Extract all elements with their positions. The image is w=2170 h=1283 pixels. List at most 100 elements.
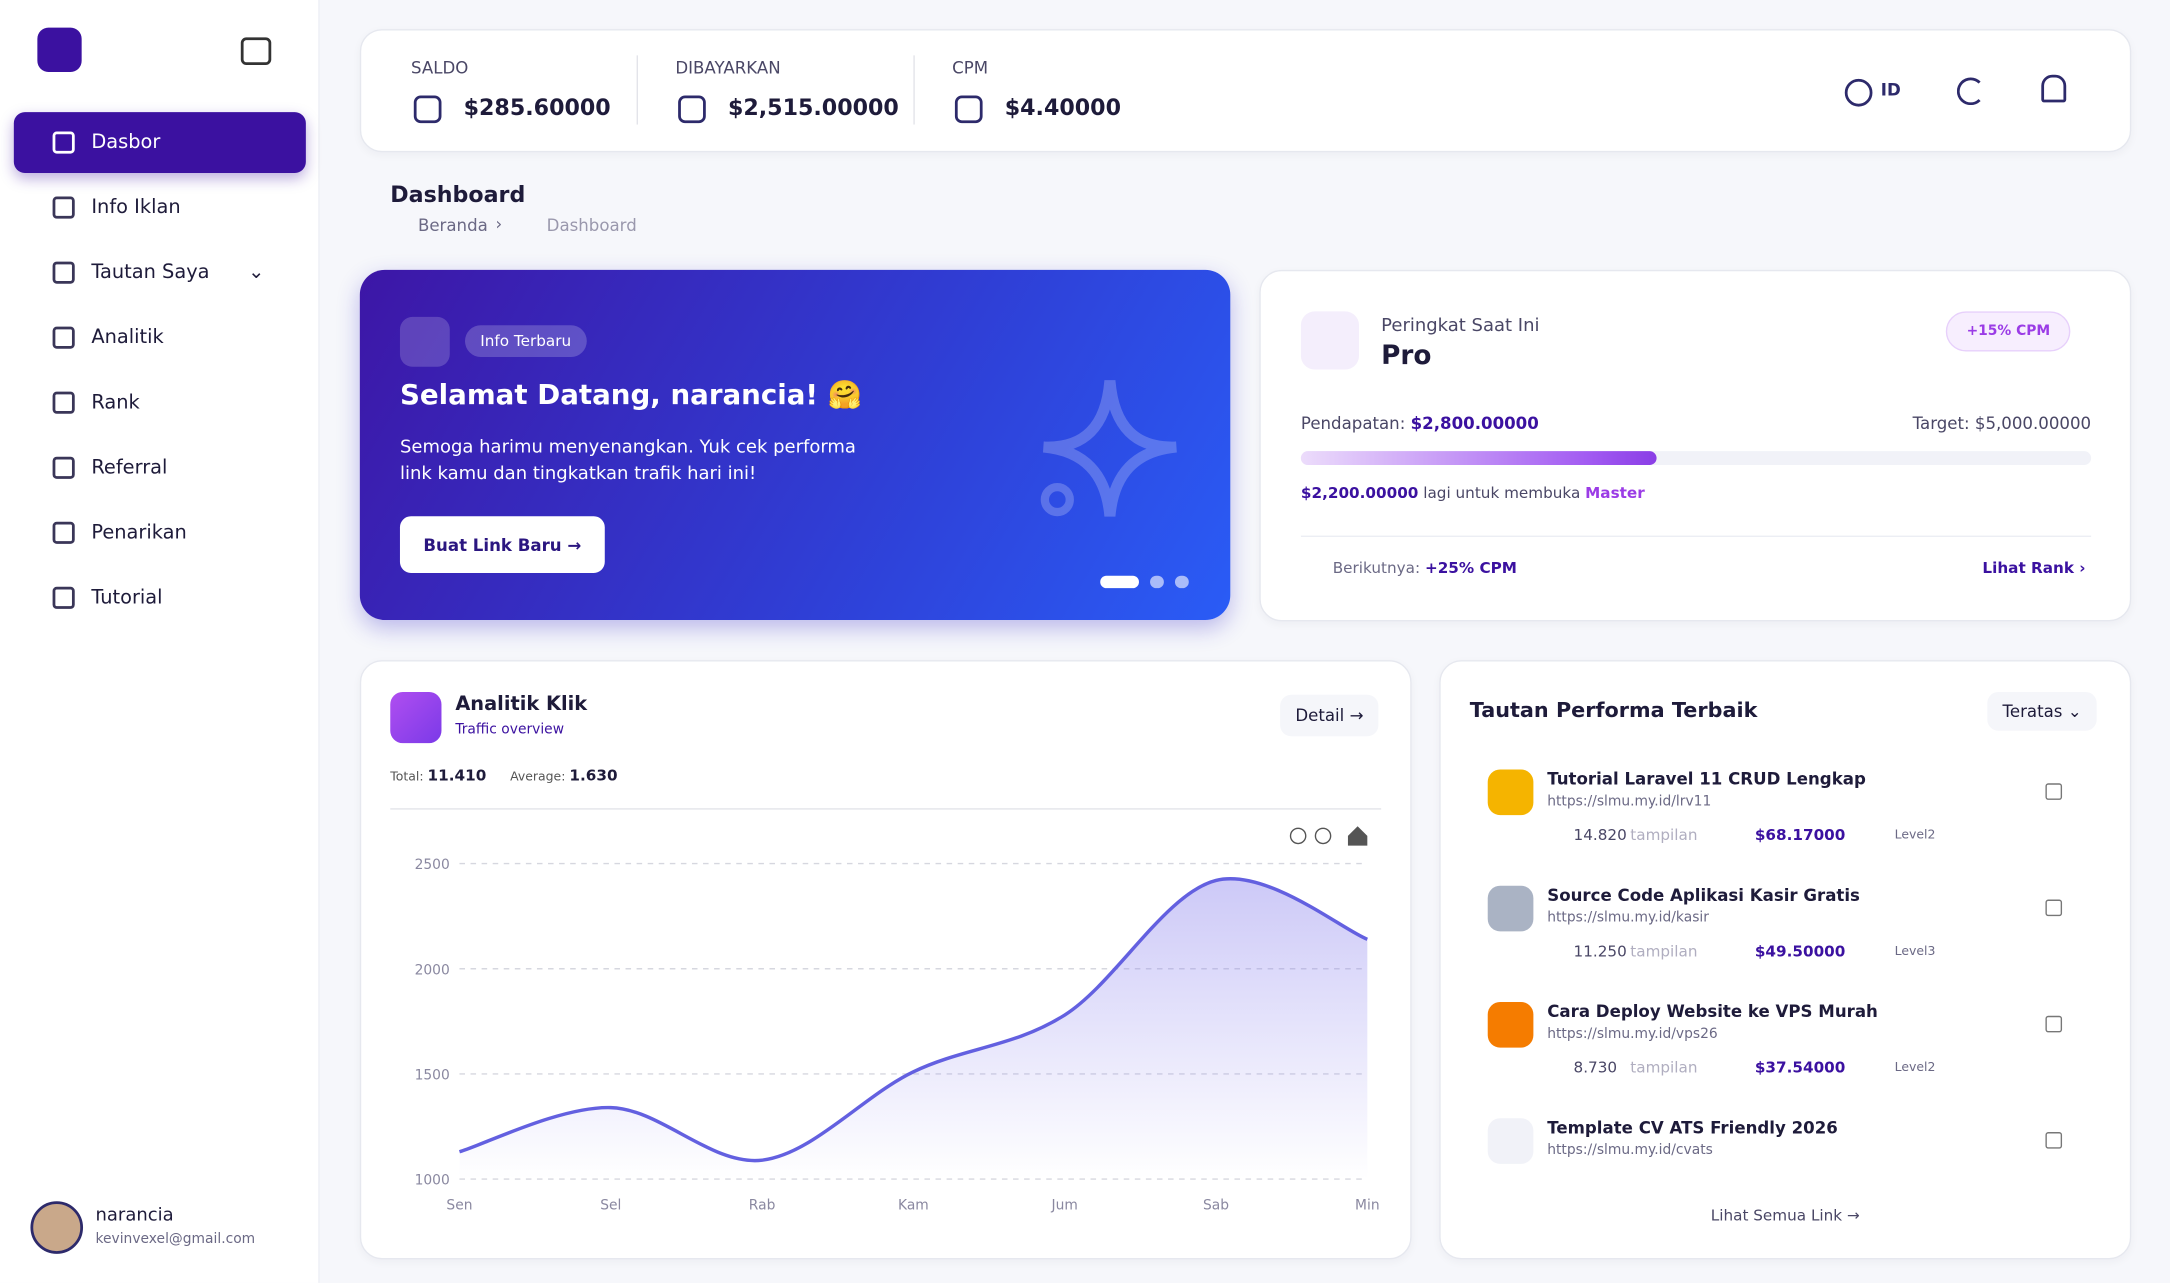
language[interactable]: ID [1880,80,1901,100]
next-bonus: +25% CPM [1424,559,1517,578]
link-url: https://slmu.my.id/lrv11 [1547,794,1712,810]
next-rank: Master [1585,484,1645,503]
nav-icon [52,196,75,219]
link-url: https://slmu.my.id/kasir [1547,910,1709,926]
banner-badge: Info Terbaru [465,325,587,358]
stat-icon [678,95,706,124]
link-title[interactable]: Tutorial Laravel 11 CRUD Lengkap [1547,769,1866,789]
button-label: Buat Link Baru [423,534,562,555]
chart-subtitle: Traffic overview [455,722,565,738]
top-links-title: Tautan Performa Terbaik [1469,697,1758,723]
zoom-out[interactable] [1314,827,1332,845]
user-email: kevinvexel@gmail.com [95,1231,256,1247]
carousel-dot[interactable] [1174,575,1189,589]
theme-toggle[interactable] [1956,77,1985,106]
open-link[interactable] [2045,1132,2063,1149]
top-links-card: Tautan Performa Terbaik Teratas ⌄ Tutori… [1439,660,2132,1260]
stat-label: CPM [952,58,989,78]
earnings: $68.17000 [1754,826,1846,845]
earnings: $2,800.00000 [1410,413,1539,434]
nav-icon [52,326,75,349]
x-tick-label: Sab [1203,1198,1229,1214]
see-all-label: Lihat Semua Link [1710,1206,1843,1225]
zoom-in[interactable] [1289,827,1307,845]
nav-label: Penarikan [91,521,187,544]
chart-title: Analitik Klik [455,693,588,716]
link-url: https://slmu.my.id/cvats [1547,1143,1713,1159]
detail-button[interactable]: Detail → [1280,694,1379,737]
see-all-link[interactable]: Lihat Semua Link → [1710,1206,1860,1225]
total-label: Total: [390,770,424,785]
rank-icon [1300,311,1360,370]
banner-icon [399,316,450,367]
banner-text: Semoga harimu menyenangkan. Yuk cek perf… [399,437,856,485]
link-icon [1487,1001,1534,1048]
stat-label: DIBAYARKAN [675,58,781,78]
carousel-dot[interactable] [1150,575,1164,589]
rank-label: Peringkat Saat Ini [1381,315,1540,337]
rank-link-label: Lihat Rank [1982,559,2074,578]
link-icon [1487,1118,1534,1164]
filter-dropdown[interactable]: Teratas ⌄ [1987,691,2097,731]
avatar [30,1201,84,1254]
y-tick-label: 2500 [415,857,450,873]
link-title[interactable]: Cara Deploy Website ke VPS Murah [1547,1001,1878,1022]
level: Level2 [1894,828,1936,843]
link-title[interactable]: Template CV ATS Friendly 2026 [1547,1118,1838,1138]
nav-label: Referral [91,456,168,479]
nav-icon [52,586,75,609]
stat-divider [636,55,638,125]
remaining-text: lagi untuk membuka [1423,484,1581,503]
link-title[interactable]: Source Code Aplikasi Kasir Gratis [1547,885,1860,906]
nav-item[interactable]: Dasbor [13,112,306,173]
filter-label: Teratas [2002,701,2063,722]
rank-link[interactable]: Lihat Rank › [1982,559,2086,578]
stat-divider [913,55,915,125]
welcome-banner: Info Terbaru Selamat Datang, narancia! 🤗… [359,269,1231,621]
nav-item[interactable]: Rank [14,372,306,433]
open-link[interactable] [2045,899,2063,917]
breadcrumb-item: Dashboard [546,215,637,236]
detail-label: Detail [1295,705,1345,726]
average: 1.630 [569,766,618,785]
views: 8.730 [1573,1058,1618,1077]
x-tick-label: Min [1355,1198,1380,1214]
open-link[interactable] [2045,783,2063,800]
banner-title: Selamat Datang, narancia! 🤗 [399,377,863,412]
carousel-dot[interactable] [1100,575,1139,589]
nav-label: Rank [91,391,140,414]
nav-item[interactable]: Info Iklan [14,177,306,238]
nav-item[interactable]: Referral [14,437,306,498]
line [458,877,1368,1163]
sidebar: Dasbor Info Iklan Tautan Saya ⌄ Analitik Rank… [0,0,320,1283]
next-label: Berikutnya: [1332,559,1421,578]
notifications[interactable] [2041,74,2067,103]
open-link[interactable] [2045,1015,2063,1033]
nav-icon [52,521,75,544]
create-link-button[interactable]: Buat Link Baru → [399,516,605,573]
chart-icon [390,691,442,744]
average-label: Average: [510,770,566,785]
views-label: tampilan [1630,826,1698,845]
nav-item[interactable]: Tutorial [14,567,306,628]
nav-item[interactable]: Penarikan [14,502,306,563]
earnings: $49.50000 [1754,942,1846,961]
reset-zoom[interactable] [1347,826,1368,846]
nav-icon [52,261,75,284]
views: 14.820 [1573,826,1627,845]
breadcrumb-item[interactable]: Beranda [417,215,488,236]
rank-badge: +15% CPM [1945,311,2071,352]
y-tick-label: 2000 [415,962,450,978]
nav-item[interactable]: Analitik [14,307,306,368]
progress-track [1300,451,2092,466]
earnings-label: Pendapatan: [1300,413,1406,434]
nav-icon [52,391,75,414]
nav-item[interactable]: Tautan Saya ⌄ [14,242,306,303]
sidebar-toggle[interactable] [240,37,272,66]
language-icon[interactable] [1844,78,1873,107]
stat-icon [954,95,983,124]
views-label: tampilan [1630,1058,1698,1077]
x-tick-label: Sen [446,1198,472,1214]
target: Target: $5,000.00000 [1912,413,2092,434]
nav-label: Tautan Saya [91,261,210,284]
